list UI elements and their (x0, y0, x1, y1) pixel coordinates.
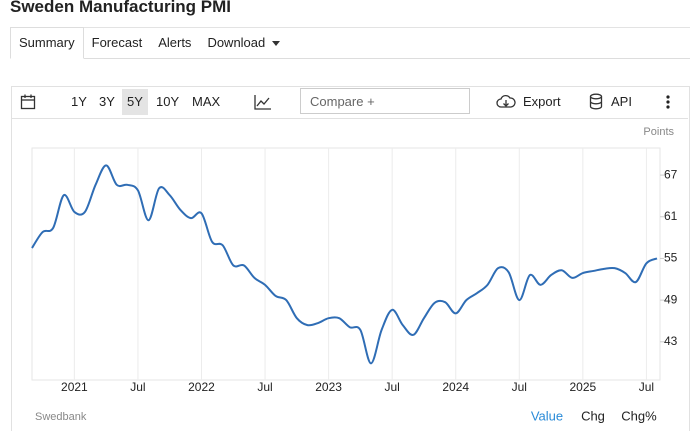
toolbar: 1Y 3Y 5Y 10Y MAX Compare + Export API (12, 86, 688, 119)
dropdown-caret (272, 41, 281, 47)
tab[interactable]: Download (199, 28, 288, 58)
y-tick-label: 49 (664, 292, 678, 306)
x-tick-label: Jul (512, 380, 527, 394)
x-tick-label: Jul (257, 380, 272, 394)
calendar-icon[interactable] (20, 94, 36, 110)
x-tick-label: 2022 (188, 380, 215, 394)
y-axis-unit: Points (643, 126, 674, 138)
tab-label: Download (207, 35, 266, 50)
tab[interactable]: Forecast (91, 35, 143, 50)
x-tick-label: 2023 (315, 380, 342, 394)
range-button[interactable]: 10Y (156, 94, 180, 109)
export-icon[interactable] (496, 94, 516, 110)
change-button[interactable]: Chg (581, 408, 605, 423)
api-button[interactable]: API (611, 94, 632, 109)
compare-input[interactable]: Compare + (300, 88, 470, 114)
x-tick-label: 2021 (61, 380, 88, 394)
api-icon[interactable] (589, 93, 603, 110)
export-button[interactable]: Export (523, 94, 561, 109)
x-tick-label: 2024 (442, 380, 469, 394)
y-tick-label: 55 (664, 251, 678, 265)
range-button[interactable]: 3Y (99, 94, 115, 109)
plot-frame (31, 147, 661, 381)
y-tick-label: 43 (664, 334, 678, 348)
y-tick-label: 67 (664, 167, 678, 181)
y-tick-label: 61 (664, 209, 678, 223)
range-button[interactable]: MAX (192, 94, 221, 109)
x-tick-label: Jul (384, 380, 399, 394)
value-button[interactable]: Value (531, 408, 563, 423)
chart-type-icon[interactable] (254, 94, 272, 110)
tab[interactable]: Summary (10, 27, 84, 59)
more-menu[interactable] (665, 95, 671, 109)
range-button[interactable]: 1Y (71, 94, 87, 109)
range-button[interactable]: 5Y (122, 89, 148, 115)
tab-bar: Summary Forecast Alerts Download (10, 27, 690, 59)
x-tick-label: Jul (639, 380, 654, 394)
change-percent-button[interactable]: Chg% (621, 408, 657, 423)
x-tick-label: 2025 (569, 380, 596, 394)
source: Swedbank (35, 411, 87, 423)
tab[interactable]: Alerts (158, 35, 192, 50)
page-title: Sweden Manufacturing PMI (10, 0, 232, 16)
x-tick-label: Jul (130, 380, 145, 394)
data-line (31, 164, 658, 365)
